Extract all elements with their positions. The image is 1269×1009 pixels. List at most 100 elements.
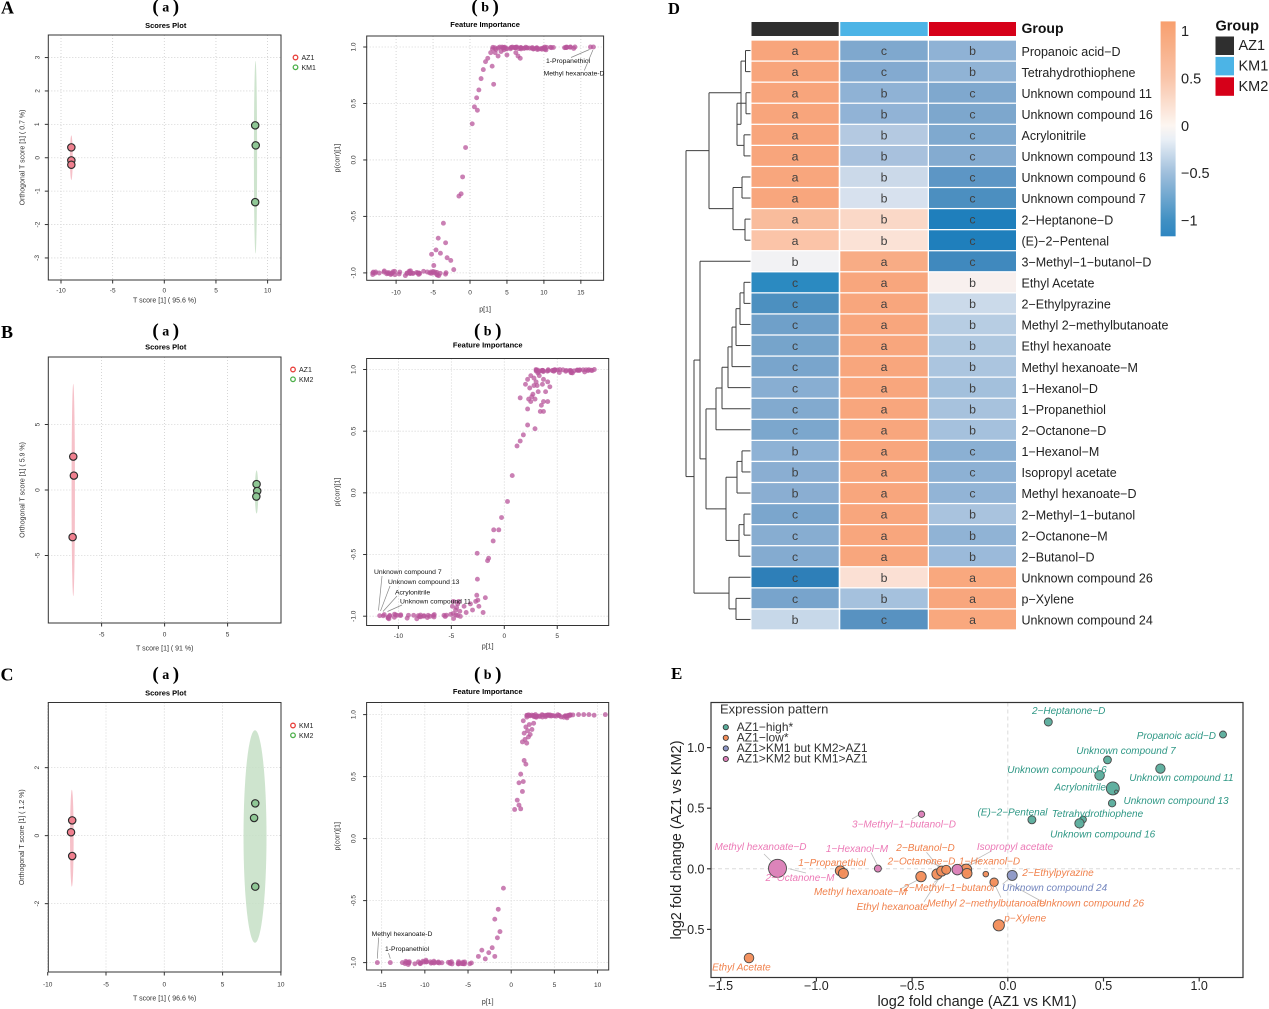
svg-text:c: c xyxy=(881,613,887,627)
svg-text:2−Heptanone−D: 2−Heptanone−D xyxy=(1031,706,1105,717)
svg-text:c: c xyxy=(792,529,798,543)
svg-text:AZ1: AZ1 xyxy=(302,55,315,62)
svg-text:2: 2 xyxy=(34,89,41,93)
svg-text:0: 0 xyxy=(1181,119,1189,135)
svg-text:( b ): ( b ) xyxy=(474,664,501,685)
svg-text:1-Propanethiol: 1-Propanethiol xyxy=(546,58,591,65)
svg-text:Unknown compound 7: Unknown compound 7 xyxy=(1022,192,1146,206)
svg-text:0.5: 0.5 xyxy=(351,772,358,781)
svg-text:p[1]: p[1] xyxy=(479,306,491,313)
svg-text:1.0: 1.0 xyxy=(1191,979,1208,993)
svg-text:c: c xyxy=(792,508,798,522)
svg-text:Unknown compound 11: Unknown compound 11 xyxy=(1022,87,1152,101)
svg-text:2: 2 xyxy=(34,765,41,769)
svg-text:2−Ethylpyrazine: 2−Ethylpyrazine xyxy=(1021,868,1094,879)
svg-text:Ethyl hexanoate: Ethyl hexanoate xyxy=(1022,340,1112,354)
svg-text:Methyl 2−methylbutanoate: Methyl 2−methylbutanoate xyxy=(927,898,1045,909)
svg-text:Tetrahydrothiophene: Tetrahydrothiophene xyxy=(1052,809,1144,820)
svg-text:Acrylonitrile: Acrylonitrile xyxy=(395,590,430,597)
svg-text:c: c xyxy=(969,128,975,142)
svg-text:AZ1: AZ1 xyxy=(1239,38,1266,54)
svg-text:b: b xyxy=(969,508,976,522)
svg-text:b: b xyxy=(881,150,888,164)
svg-text:a: a xyxy=(881,550,888,564)
svg-text:a: a xyxy=(881,402,888,416)
svg-text:( a ): ( a ) xyxy=(152,0,179,18)
svg-text:AZ1−high*: AZ1−high* xyxy=(737,720,794,734)
svg-text:−0.5: −0.5 xyxy=(1181,166,1210,182)
svg-text:Unknown compound 13: Unknown compound 13 xyxy=(388,579,460,586)
svg-text:a: a xyxy=(881,445,888,459)
svg-text:T score [1] ( 96.6 %): T score [1] ( 96.6 %) xyxy=(133,995,196,1002)
svg-text:0.5: 0.5 xyxy=(687,802,704,816)
svg-text:c: c xyxy=(969,86,975,100)
svg-text:b: b xyxy=(881,107,888,121)
svg-text:Methyl 2−methylbutanoate: Methyl 2−methylbutanoate xyxy=(1022,319,1169,333)
svg-text:a: a xyxy=(969,613,976,627)
svg-text:a: a xyxy=(969,571,976,585)
svg-text:b: b xyxy=(881,171,888,185)
svg-text:-0.5: -0.5 xyxy=(351,895,358,907)
svg-text:-5: -5 xyxy=(34,552,41,558)
svg-text:( b ): ( b ) xyxy=(471,0,498,18)
svg-text:-1.0: -1.0 xyxy=(351,610,358,622)
svg-text:-5: -5 xyxy=(99,632,105,639)
svg-text:1−Hexanol−D: 1−Hexanol−D xyxy=(1022,382,1098,396)
svg-text:-10: -10 xyxy=(43,981,53,988)
svg-text:Expression pattern: Expression pattern xyxy=(720,702,828,717)
svg-text:−1.0: −1.0 xyxy=(804,979,829,993)
svg-text:1−Propanethiol: 1−Propanethiol xyxy=(798,858,866,869)
svg-text:5: 5 xyxy=(34,422,41,426)
svg-text:2−Octanone−M: 2−Octanone−M xyxy=(765,873,836,884)
svg-text:0: 0 xyxy=(34,156,41,160)
svg-text:-5: -5 xyxy=(103,981,109,988)
svg-text:2−Butanol−D: 2−Butanol−D xyxy=(1022,550,1095,564)
svg-text:a: a xyxy=(881,297,888,311)
svg-text:b: b xyxy=(881,571,888,585)
svg-text:a: a xyxy=(881,339,888,353)
svg-text:Scores Plot: Scores Plot xyxy=(145,21,187,30)
svg-text:c: c xyxy=(792,592,798,606)
svg-text:c: c xyxy=(969,466,975,480)
svg-text:2−Heptanone−D: 2−Heptanone−D xyxy=(1022,213,1114,227)
svg-text:0: 0 xyxy=(162,981,166,988)
svg-text:c: c xyxy=(792,381,798,395)
svg-text:2−Methyl−1−butanol: 2−Methyl−1−butanol xyxy=(902,883,995,894)
svg-text:c: c xyxy=(969,192,975,206)
svg-text:Methyl hexanoate−D: Methyl hexanoate−D xyxy=(1022,487,1137,501)
svg-text:-2: -2 xyxy=(34,900,41,906)
svg-text:log2 fold change (AZ1 vs KM1): log2 fold change (AZ1 vs KM1) xyxy=(877,994,1076,1009)
svg-text:Scores Plot: Scores Plot xyxy=(145,343,187,352)
svg-text:b: b xyxy=(881,86,888,100)
svg-text:5: 5 xyxy=(214,287,218,294)
svg-text:b: b xyxy=(969,339,976,353)
svg-text:c: c xyxy=(792,360,798,374)
svg-text:B: B xyxy=(1,322,13,342)
svg-text:b: b xyxy=(969,44,976,58)
svg-text:1: 1 xyxy=(1181,24,1189,40)
svg-text:0.0: 0.0 xyxy=(351,155,358,164)
svg-text:1: 1 xyxy=(34,122,41,126)
svg-text:Methyl hexanoate−M: Methyl hexanoate−M xyxy=(1022,361,1138,375)
svg-text:c: c xyxy=(969,107,975,121)
svg-text:Unknown compound 16: Unknown compound 16 xyxy=(1050,830,1156,841)
svg-text:KM1: KM1 xyxy=(299,723,314,730)
svg-text:Isopropyl acetate: Isopropyl acetate xyxy=(1022,466,1117,480)
svg-text:D: D xyxy=(668,0,680,18)
svg-text:log2 fold change (AZ1 vs KM2): log2 fold change (AZ1 vs KM2) xyxy=(669,740,685,939)
svg-text:a: a xyxy=(792,234,799,248)
svg-text:c: c xyxy=(969,213,975,227)
svg-text:0.5: 0.5 xyxy=(351,426,358,435)
svg-text:-5: -5 xyxy=(449,633,455,640)
svg-text:c: c xyxy=(792,339,798,353)
svg-text:Unknown compound 26: Unknown compound 26 xyxy=(1039,898,1145,909)
svg-text:AZ1−low*: AZ1−low* xyxy=(737,730,789,744)
svg-text:b: b xyxy=(792,466,799,480)
svg-text:a: a xyxy=(881,255,888,269)
svg-text:a: a xyxy=(792,44,799,58)
svg-text:1.0: 1.0 xyxy=(351,42,358,51)
svg-text:Unknown compound 7: Unknown compound 7 xyxy=(374,569,442,576)
svg-text:c: c xyxy=(881,65,887,79)
svg-text:c: c xyxy=(792,571,798,585)
svg-text:2−Octanone−D: 2−Octanone−D xyxy=(1022,424,1107,438)
